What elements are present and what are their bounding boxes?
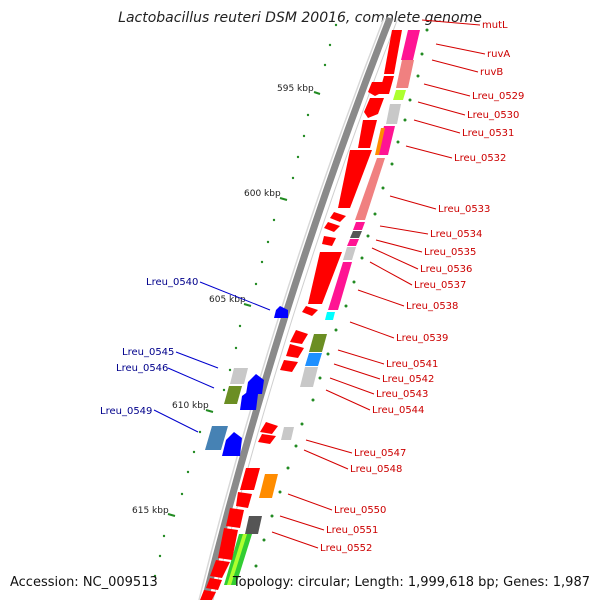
- gene-label: Lreu_0543: [376, 389, 428, 400]
- tick-label: 610 kbp: [172, 401, 209, 411]
- gene-label: Lreu_0537: [414, 280, 466, 291]
- cog-band: [224, 30, 420, 585]
- gene-label: Lreu_0530: [467, 110, 519, 121]
- tick-label: 605 kbp: [209, 295, 246, 305]
- gene-label: Lreu_0542: [382, 374, 434, 385]
- gene-label: Lreu_0532: [454, 153, 506, 164]
- reverse-genes: [222, 306, 288, 456]
- accession-text: Accession: NC_009513: [10, 575, 158, 590]
- gene-label: Lreu_0548: [350, 464, 402, 475]
- gene-label: Lreu_0534: [430, 229, 482, 240]
- topology-text: Topology: circular; Length: 1,999,618 bp…: [232, 575, 590, 590]
- gene-label: Lreu_0551: [326, 525, 378, 536]
- left-leader-lines: [153, 281, 271, 433]
- scale-ticks: [167, 91, 321, 517]
- gene-label: Lreu_0540: [146, 277, 198, 288]
- tick-label: 600 kbp: [244, 189, 281, 199]
- tick-label: 595 kbp: [277, 84, 314, 94]
- gene-label: Lreu_0531: [462, 128, 514, 139]
- scale-tick-labels: 595 kbp 600 kbp 605 kbp 610 kbp 615 kbp: [132, 84, 314, 516]
- gene-label: Lreu_0547: [354, 448, 406, 459]
- gene-label: Lreu_0539: [396, 333, 448, 344]
- reverse-cog-band: [205, 368, 248, 450]
- gene-label: Lreu_0546: [116, 363, 168, 374]
- gene-label: ruvA: [487, 49, 510, 60]
- gene-label: Lreu_0552: [320, 543, 372, 554]
- gene-label: Lreu_0533: [438, 204, 490, 215]
- gene-label: Lreu_0549: [100, 406, 152, 417]
- gene-label: Lreu_0535: [424, 247, 476, 258]
- gene-label: Lreu_0545: [122, 347, 174, 358]
- gene-label: Lreu_0538: [406, 301, 458, 312]
- gene-label: mutL: [482, 20, 508, 31]
- right-gene-labels: mutL ruvA ruvB Lreu_0529 Lreu_0530 Lreu_…: [320, 20, 524, 554]
- gene-label: Lreu_0529: [472, 91, 524, 102]
- forward-genes: [200, 30, 402, 600]
- gene-label: Lreu_0544: [372, 405, 424, 416]
- right-leader-lines: [271, 19, 486, 549]
- gene-label: Lreu_0541: [386, 359, 438, 370]
- minor-ticks: [153, 23, 429, 578]
- left-gene-labels: Lreu_0540 Lreu_0545 Lreu_0546 Lreu_0549: [100, 277, 198, 417]
- gene-label: Lreu_0536: [420, 264, 472, 275]
- gene-label: Lreu_0550: [334, 505, 386, 516]
- tick-label: 615 kbp: [132, 506, 169, 516]
- gene-label: ruvB: [480, 67, 503, 78]
